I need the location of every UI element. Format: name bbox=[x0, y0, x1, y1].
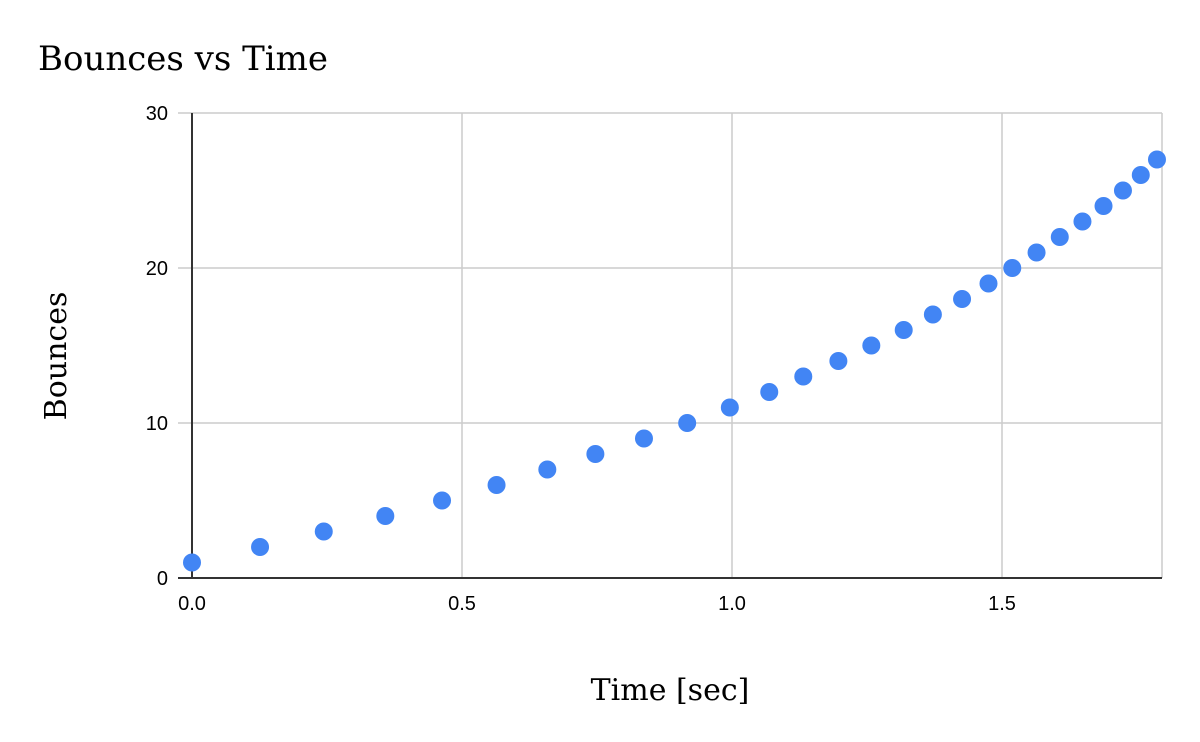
data-point bbox=[1027, 243, 1046, 262]
data-point bbox=[1050, 228, 1069, 246]
data-point bbox=[1147, 150, 1166, 169]
tick-labels: 0 10 20 30 0.0 0.5 1.0 1.5 bbox=[146, 103, 1016, 615]
data-point bbox=[678, 414, 697, 432]
data-point bbox=[720, 398, 739, 417]
data-point bbox=[760, 383, 779, 401]
y-tick-label: 10 bbox=[146, 413, 168, 435]
data-point bbox=[314, 522, 333, 541]
data-point bbox=[979, 274, 998, 293]
data-point bbox=[251, 538, 270, 556]
data-point bbox=[794, 367, 813, 386]
data-point bbox=[1131, 166, 1150, 184]
y-tick-label: 30 bbox=[146, 103, 168, 125]
data-point bbox=[1003, 259, 1022, 277]
data-point bbox=[1113, 181, 1132, 200]
data-point bbox=[376, 507, 395, 525]
x-tick-label: 0.5 bbox=[448, 593, 476, 615]
data-point bbox=[586, 445, 605, 463]
data-points bbox=[183, 150, 1166, 572]
y-tick-label: 0 bbox=[157, 568, 168, 590]
data-point bbox=[953, 290, 972, 308]
axes bbox=[178, 113, 1162, 579]
y-axis-title: Bounces bbox=[39, 292, 74, 421]
chart-title: Bounces vs Time bbox=[38, 39, 328, 79]
x-tick-label: 1.0 bbox=[718, 593, 746, 615]
data-point bbox=[634, 429, 653, 448]
data-point bbox=[923, 305, 942, 324]
data-point bbox=[183, 553, 201, 572]
x-tick-label: 1.5 bbox=[988, 593, 1016, 615]
data-point bbox=[829, 352, 848, 370]
data-point bbox=[862, 336, 881, 355]
gridlines bbox=[178, 112, 1163, 578]
x-tick-label: 0.0 bbox=[178, 593, 206, 615]
data-point bbox=[538, 460, 557, 479]
data-point bbox=[1094, 197, 1113, 215]
data-point bbox=[1073, 212, 1092, 231]
x-axis-title: Time [sec] bbox=[591, 673, 750, 708]
y-tick-label: 20 bbox=[146, 258, 168, 280]
data-point bbox=[433, 491, 452, 510]
data-point bbox=[487, 476, 506, 494]
data-point bbox=[894, 321, 913, 339]
